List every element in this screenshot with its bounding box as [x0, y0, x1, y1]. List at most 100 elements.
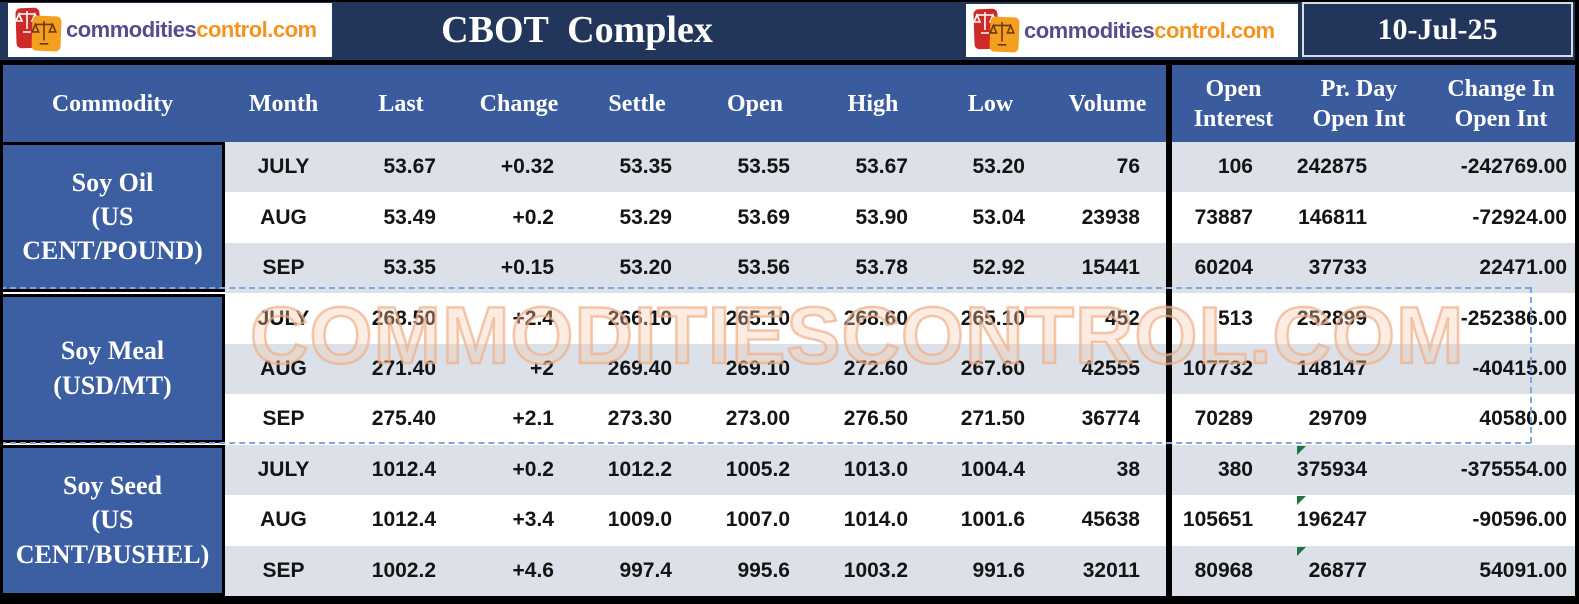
cell-prday-open-int: 196247 [1296, 508, 1367, 532]
cell-month: SEP [262, 256, 305, 280]
table-row: JULY 53.67 +0.32 53.35 53.55 53.67 53.20… [225, 142, 1579, 193]
logo-icon [972, 7, 1024, 55]
cell-month: SEP [262, 558, 305, 582]
table-row: AUG 1012.4 +3.4 1009.0 1007.0 1014.0 100… [225, 495, 1579, 546]
column-divider [1166, 394, 1172, 445]
cell-change-in-open-int: 22471.00 [1479, 256, 1567, 280]
cell-prday-open-int: 148147 [1296, 356, 1367, 380]
cell-settle: 53.35 [619, 155, 672, 179]
cell-low: 991.6 [972, 558, 1025, 582]
table-row: JULY 1012.4 +0.2 1012.2 1005.2 1013.0 10… [225, 444, 1579, 496]
column-divider [1166, 444, 1172, 496]
cell-low: 265.10 [960, 306, 1025, 330]
cell-change-in-open-int: 40580.00 [1479, 407, 1567, 431]
cell-prday-open-int: 26877 [1308, 558, 1367, 582]
page-title: CBOT Complex [441, 9, 713, 51]
cell-open: 269.10 [725, 356, 790, 380]
logo-text-control: control.com [1154, 17, 1275, 43]
header-open-interest: Open Interest [1193, 75, 1274, 132]
cell-last: 268.50 [371, 306, 436, 330]
cell-change: +4.6 [512, 558, 554, 582]
table-row: SEP 53.35 +0.15 53.20 53.56 53.78 52.92 … [225, 242, 1579, 294]
cell-change-in-open-int: -72924.00 [1472, 205, 1567, 229]
cell-change: +0.15 [500, 256, 554, 280]
cell-month: AUG [260, 356, 307, 380]
cell-high: 268.60 [843, 306, 908, 330]
cell-month: SEP [262, 407, 305, 431]
header-settle: Settle [608, 90, 666, 117]
cell-open-interest: 380 [1217, 457, 1253, 481]
cell-volume: 452 [1104, 306, 1140, 330]
logo-text-control: control.com [196, 17, 317, 42]
commodity-group-soy-seed: Soy Seed (US CENT/BUSHEL) [0, 445, 225, 596]
cell-last: 53.35 [383, 256, 436, 280]
cell-change-in-open-int: -242769.00 [1460, 155, 1567, 179]
header-change: Change [479, 90, 559, 117]
cell-change-in-open-int: 54091.00 [1479, 558, 1567, 582]
commoditiescontrol-logo-right[interactable]: commoditiescontrol.com [966, 4, 1298, 57]
cell-open-interest: 513 [1217, 306, 1253, 330]
cell-change-in-open-int: -40415.00 [1472, 356, 1567, 380]
cell-high: 1013.0 [843, 457, 908, 481]
cell-open: 1005.2 [725, 457, 790, 481]
selection-dashed-border-top [0, 287, 1531, 289]
cell-prday-open-int: 29709 [1308, 407, 1367, 431]
table-border-top [0, 0, 1579, 2]
cell-low: 53.04 [972, 205, 1025, 229]
selection-dashed-border-bottom [0, 442, 1531, 444]
column-divider [1166, 65, 1172, 142]
cell-month: AUG [260, 508, 307, 532]
banner-separator [0, 60, 1579, 65]
cell-last: 53.67 [383, 155, 436, 179]
header-high: High [847, 90, 899, 117]
cell-open-interest: 105651 [1182, 508, 1253, 532]
cell-month: JULY [257, 155, 310, 179]
cell-open: 53.55 [737, 155, 790, 179]
column-divider [1166, 343, 1172, 395]
cell-volume: 76 [1116, 155, 1140, 179]
cell-settle: 1009.0 [607, 508, 672, 532]
header-low: Low [967, 90, 1014, 117]
cell-low: 1004.4 [960, 457, 1025, 481]
cell-high: 1003.2 [843, 558, 908, 582]
cell-last: 1012.4 [371, 457, 436, 481]
cell-open-interest: 107732 [1182, 356, 1253, 380]
cell-prday-open-int: 252899 [1296, 306, 1367, 330]
cell-change-in-open-int: -375554.00 [1460, 457, 1567, 481]
cell-change: +2.1 [512, 407, 554, 431]
table-border-bottom [0, 596, 1579, 604]
cell-settle: 53.20 [619, 256, 672, 280]
column-divider [1166, 242, 1172, 294]
cell-high: 53.78 [855, 256, 908, 280]
commoditiescontrol-logo-left[interactable]: commoditiescontrol.com [8, 3, 332, 57]
cell-last: 1002.2 [371, 558, 436, 582]
cell-high: 1014.0 [843, 508, 908, 532]
cell-change-in-open-int: -252386.00 [1460, 306, 1567, 330]
cell-high: 276.50 [843, 407, 908, 431]
column-divider [1166, 142, 1172, 193]
header-month: Month [248, 90, 319, 117]
logo-text: commoditiescontrol.com [66, 17, 317, 43]
cell-settle: 997.4 [619, 558, 672, 582]
cell-open-interest: 60204 [1194, 256, 1253, 280]
cell-open-interest: 70289 [1194, 407, 1253, 431]
table-row: AUG 271.40 +2 269.40 269.10 272.60 267.6… [225, 343, 1579, 395]
table-row: JULY 268.50 +2.4 266.10 265.10 268.60 26… [225, 293, 1579, 344]
cell-low: 1001.6 [960, 508, 1025, 532]
cell-change: +0.32 [500, 155, 554, 179]
report-date: 10-Jul-25 [1302, 2, 1573, 57]
cell-volume: 36774 [1081, 407, 1140, 431]
cell-change: +2 [530, 356, 554, 380]
header-commodity: Commodity [51, 90, 174, 117]
table-header-row: Commodity Month Last Change Settle Open … [0, 65, 1579, 142]
table-body: JULY 53.67 +0.32 53.35 53.55 53.67 53.20… [0, 142, 1579, 596]
cell-volume: 23938 [1081, 205, 1140, 229]
cell-change: +2.4 [512, 306, 554, 330]
logo-text-commodities: commodities [66, 17, 197, 42]
cell-volume: 15441 [1081, 256, 1140, 280]
cell-volume: 45638 [1081, 508, 1140, 532]
cell-month: JULY [257, 457, 310, 481]
cell-prday-open-int: 37733 [1308, 256, 1367, 280]
cell-low: 53.20 [972, 155, 1025, 179]
